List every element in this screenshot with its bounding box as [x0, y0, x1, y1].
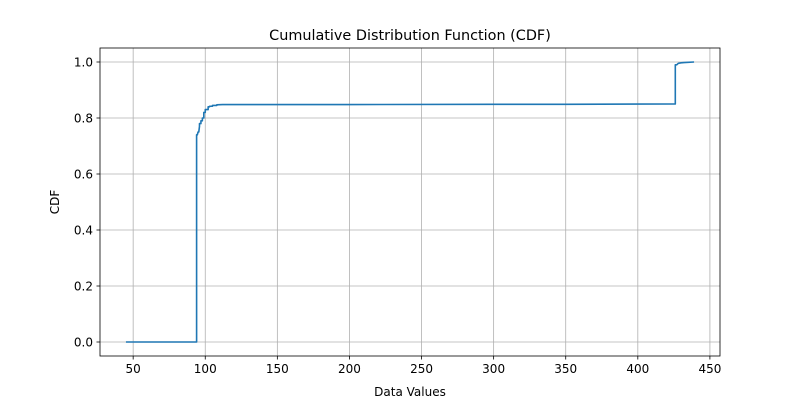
y-axis-label: CDF — [48, 190, 62, 215]
x-tick-label: 100 — [194, 362, 217, 376]
chart-title: Cumulative Distribution Function (CDF) — [269, 28, 551, 44]
plot-frame — [99, 47, 721, 357]
x-tick-label: 200 — [338, 362, 361, 376]
y-tick-label: 0.8 — [74, 112, 93, 126]
x-tick-label: 350 — [554, 362, 577, 376]
axes-frame — [99, 47, 721, 357]
x-axis-label: Data Values — [374, 385, 446, 399]
y-tick-label: 1.0 — [74, 56, 93, 70]
series-layer — [125, 61, 695, 343]
x-tick-label: 450 — [698, 362, 721, 376]
grid — [100, 48, 720, 356]
y-tick-label: 0.4 — [74, 224, 93, 238]
ticks: 50 100 150 200 250 300 350 400 450 0.0 0.2 0.4 0.6 0.… — [74, 56, 721, 377]
cdf-line — [125, 61, 695, 343]
y-tick-label: 0.6 — [74, 168, 93, 182]
x-tick-label: 150 — [266, 362, 289, 376]
y-tick-label: 0.2 — [74, 280, 93, 294]
x-tick-label: 250 — [410, 362, 433, 376]
x-tick-label: 50 — [126, 362, 141, 376]
x-tick-label: 400 — [626, 362, 649, 376]
x-tick-label: 300 — [482, 362, 505, 376]
y-tick-label: 0.0 — [74, 336, 93, 350]
